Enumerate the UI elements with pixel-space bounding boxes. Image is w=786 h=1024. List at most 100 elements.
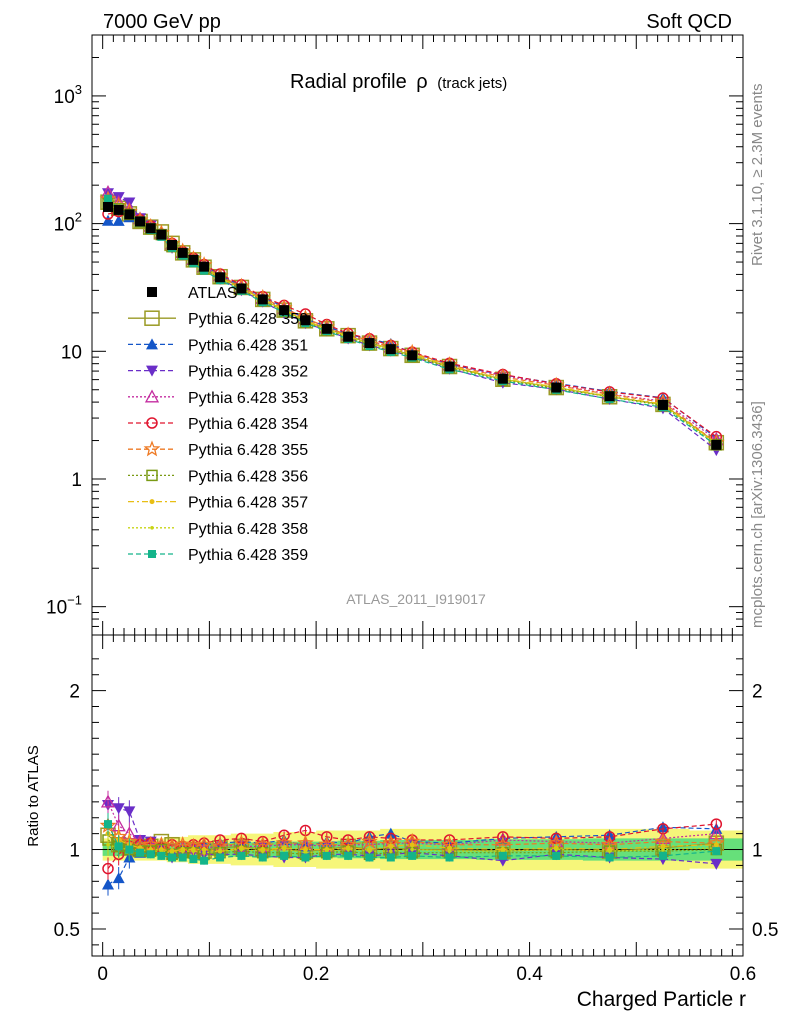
ratio-data-point <box>218 849 222 853</box>
ratio-data-point <box>216 853 225 862</box>
legend-label: Pythia 6.428 354 <box>188 416 308 433</box>
legend-entry: Pythia 6.428 357 <box>128 495 308 512</box>
ratio-data-point <box>554 847 559 852</box>
ratio-series-line <box>107 823 717 869</box>
legend: ATLAS Pythia 6.428 350 Pythia 6.428 351 Pyt… <box>128 285 308 564</box>
x-axis-label: Charged Particle r <box>577 988 746 1011</box>
ratio-data-point <box>102 862 114 875</box>
ratio-data-point <box>282 847 286 852</box>
ratio-data-point <box>100 794 116 808</box>
plot-title-sub: (track jets) <box>437 75 507 92</box>
main-y-tick-label: 102 <box>54 210 82 236</box>
ratio-data-point <box>106 842 110 847</box>
ratio-data-point <box>344 851 353 860</box>
main-data-point <box>300 315 311 326</box>
ratio-data-point <box>361 832 378 849</box>
ratio-data-point <box>237 851 246 860</box>
ratio-data-point <box>180 849 185 853</box>
legend-label: Pythia 6.428 350 <box>188 311 308 328</box>
plot-title-symbol: ρ <box>416 71 427 93</box>
main-series-line <box>107 203 717 446</box>
main-data-point <box>135 216 146 227</box>
main-series-atlas <box>103 201 722 450</box>
ratio-data-point <box>136 848 145 857</box>
main-data-point <box>657 399 668 410</box>
x-tick-label: 0.6 <box>730 964 756 985</box>
ratio-data-point <box>552 851 561 860</box>
ratio-data-point <box>386 853 395 862</box>
main-data-point <box>279 305 290 316</box>
legend-entry: Pythia 6.428 354 <box>128 416 308 433</box>
ratio-data-point <box>146 850 155 859</box>
side-label-rivet: Rivet 3.1.10, ≥ 2.3M events <box>749 84 766 267</box>
ratio-y-tick-label: 2 <box>69 682 80 703</box>
legend-entry: Pythia 6.428 356 <box>128 468 308 485</box>
main-data-point <box>236 283 247 294</box>
ratio-data-point <box>189 855 198 864</box>
main-data-point <box>145 223 156 234</box>
ratio-data-point <box>661 847 665 852</box>
legend-marker <box>144 389 160 403</box>
legend-label: Pythia 6.428 358 <box>188 521 308 538</box>
ratio-data-point <box>157 851 166 860</box>
legend-marker <box>148 550 156 558</box>
ratio-data-point <box>410 847 414 852</box>
x-tick-label: 0.2 <box>303 964 329 985</box>
ratio-data-point <box>408 851 417 860</box>
legend-label: Pythia 6.428 353 <box>188 390 308 407</box>
side-label-mcplots: mcplots.cern.ch [arXiv:1306.3436] <box>749 401 766 628</box>
main-y-tick-label: 10−1 <box>46 593 82 619</box>
ratio-data-point <box>498 851 507 860</box>
legend-marker <box>144 310 160 326</box>
x-tick-label: 0.4 <box>516 964 543 985</box>
ratio-data-point <box>112 803 125 815</box>
legend-marker <box>147 287 157 297</box>
main-data-point <box>113 204 124 215</box>
ratio-data-point <box>102 878 115 890</box>
main-data-point <box>604 391 615 402</box>
main-data-point <box>215 272 226 283</box>
legend-label: Pythia 6.428 356 <box>188 468 308 485</box>
ratio-data-point <box>125 845 134 854</box>
ratio-data-point <box>710 858 723 870</box>
analysis-id: ATLAS_2011_I919017 <box>346 591 486 607</box>
main-y-tick-label: 10 <box>61 342 82 363</box>
ratio-data-point <box>388 843 394 849</box>
ratio-frame <box>91 634 744 957</box>
ratio-data-point <box>346 847 350 852</box>
process-label: Soft QCD <box>646 11 732 33</box>
ratio-data-point <box>178 853 187 862</box>
legend-label: Pythia 6.428 352 <box>188 364 308 381</box>
main-data-point <box>385 344 396 355</box>
ratio-y-tick-label-right: 1 <box>752 841 763 862</box>
ratio-data-point <box>200 856 209 865</box>
x-tick-label: 0 <box>97 964 108 985</box>
ratio-series-line <box>107 801 717 851</box>
energy-label: 7000 GeV pp <box>103 11 221 33</box>
ratio-data-point <box>709 826 724 840</box>
main-data-point <box>103 201 114 212</box>
legend-label: Pythia 6.428 355 <box>188 442 308 459</box>
ratio-data-point <box>367 849 372 853</box>
main-data-point <box>177 247 188 258</box>
legend-entry: Pythia 6.428 359 <box>128 547 308 564</box>
legend-marker <box>146 417 158 429</box>
main-y-tick-label: 103 <box>54 82 82 108</box>
ratio-series-line <box>107 825 717 847</box>
legend-entry: Pythia 6.428 355 <box>128 440 308 459</box>
legend-marker <box>146 365 158 377</box>
legend-marker <box>146 469 158 482</box>
legend-entry: Pythia 6.428 358 <box>128 521 308 538</box>
ratio-data-point <box>445 853 454 862</box>
ratio-data-point <box>447 849 452 853</box>
legend-marker <box>150 526 154 530</box>
ratio-data-point <box>712 847 721 856</box>
ratio-data-point <box>123 806 136 818</box>
ratio-y-label: Ratio to ATLAS <box>25 745 42 846</box>
legend-marker <box>143 440 161 457</box>
ratio-data-point <box>202 850 206 855</box>
main-data-point <box>343 331 354 342</box>
main-data-point <box>321 323 332 334</box>
ratio-data-point <box>280 851 289 860</box>
main-data-point <box>102 214 115 226</box>
